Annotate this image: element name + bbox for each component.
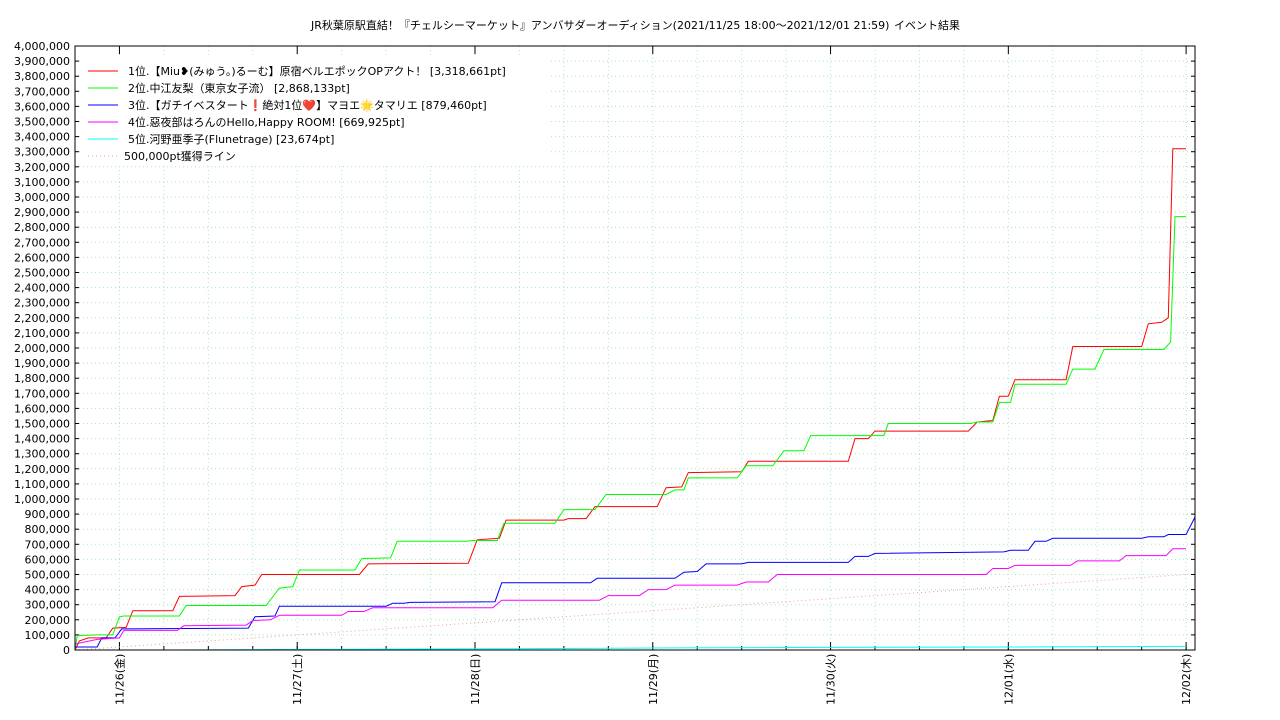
x-tick-label: 11/26(金)	[112, 654, 126, 705]
x-tick-label: 11/29(月)	[647, 654, 660, 705]
y-tick-label: 100,000	[25, 629, 71, 642]
x-tick-label: 11/28(日)	[469, 654, 482, 705]
y-tick-label: 3,400,000	[14, 131, 70, 144]
series-line-6	[74, 574, 1187, 651]
chart-subtitle: イベント結果	[894, 18, 960, 32]
y-tick-label: 3,100,000	[14, 176, 70, 189]
legend-label-5: 5位.河野亜季子(Flunetrage) [23,674pt]	[128, 132, 334, 146]
y-tick-label: 0	[63, 644, 70, 657]
y-tick-label: 3,200,000	[14, 161, 70, 174]
y-tick-label: 2,200,000	[14, 312, 70, 325]
y-tick-label: 1,600,000	[14, 402, 70, 415]
y-tick-label: 1,500,000	[14, 418, 70, 431]
legend-box	[80, 58, 548, 166]
series-line-2	[74, 216, 1187, 651]
y-tick-label: 2,600,000	[14, 251, 70, 264]
y-tick-label: 2,300,000	[14, 297, 70, 310]
y-tick-label: 4,000,000	[14, 40, 70, 53]
y-tick-label: 3,300,000	[14, 146, 70, 159]
y-tick-label: 1,700,000	[14, 387, 70, 400]
legend-label-6: 500,000pt獲得ライン	[124, 150, 236, 163]
y-tick-label: 900,000	[25, 508, 71, 521]
y-tick-label: 200,000	[25, 614, 71, 627]
x-tick-label: 11/30(火)	[825, 654, 838, 705]
plot-frame	[74, 45, 1196, 651]
y-tick-label: 1,900,000	[14, 357, 70, 370]
legend-label-2: 2位.中江友梨（東京女子流） [2,868,133pt]	[128, 81, 350, 95]
y-tick-label: 2,800,000	[14, 221, 70, 234]
chart-title: JR秋葉原駅直結！『チェルシーマーケット』アンバサダーオーディション(2021/…	[310, 18, 889, 32]
y-tick-label: 2,500,000	[14, 267, 70, 280]
y-tick-label: 3,500,000	[14, 116, 70, 129]
y-tick-label: 2,000,000	[14, 342, 70, 355]
y-tick-label: 3,000,000	[14, 191, 70, 204]
series-line-5	[177, 645, 1187, 651]
y-tick-label: 1,800,000	[14, 372, 70, 385]
y-tick-label: 3,600,000	[14, 100, 70, 113]
y-tick-label: 800,000	[25, 523, 71, 536]
y-axis: 0 100,000 200,000 300,000 400,000 500,000 600,…	[14, 40, 1195, 657]
y-tick-label: 1,200,000	[14, 463, 70, 476]
legend-label-1: 1位.【Miu❥(みゅう。)るーむ】原宿ベルエポックOPアクト！ [3,318,…	[128, 64, 506, 78]
series-line-4	[74, 548, 1187, 645]
y-tick-label: 2,100,000	[14, 327, 70, 340]
y-tick-label: 1,000,000	[14, 493, 70, 506]
y-tick-label: 3,900,000	[14, 55, 70, 68]
legend-label-4: 4位.惡夜部はろんのHello,Happy ROOM! [669,925pt]	[128, 115, 405, 129]
y-tick-label: 2,400,000	[14, 282, 70, 295]
y-tick-label: 500,000	[25, 569, 71, 582]
series-line-1	[74, 148, 1187, 651]
x-tick-label: 12/02(木)	[1180, 654, 1193, 705]
y-tick-label: 1,100,000	[14, 478, 70, 491]
y-tick-label: 300,000	[25, 599, 71, 612]
y-tick-label: 3,700,000	[14, 85, 70, 98]
x-tick-label: 12/01(水)	[1002, 654, 1015, 705]
y-tick-label: 2,700,000	[14, 236, 70, 249]
y-tick-label: 3,800,000	[14, 70, 70, 83]
legend-label-3: 3位.【ガチイベスタート❗️絶対1位❤️】マヨエ🌟タマリエ [879,460pt…	[128, 98, 487, 112]
y-tick-label: 1,300,000	[14, 448, 70, 461]
x-axis: 11/26(金) 11/27(土) 11/28(日) 11/29(月) 11/30(火)…	[112, 46, 1193, 705]
y-tick-label: 700,000	[25, 538, 71, 551]
y-tick-label: 600,000	[25, 553, 71, 566]
series-line-3	[75, 516, 1196, 648]
y-tick-label: 400,000	[25, 584, 71, 597]
y-tick-label: 1,400,000	[14, 433, 70, 446]
y-tick-label: 2,900,000	[14, 206, 70, 219]
x-tick-label: 11/27(土)	[291, 654, 304, 705]
legend: 1位.【Miu❥(みゅう。)るーむ】原宿ベルエポックOPアクト！ [3,318,…	[80, 58, 548, 166]
